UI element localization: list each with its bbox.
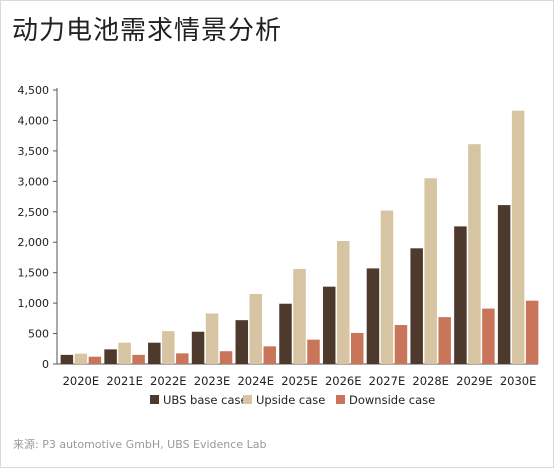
x-tick-label: 2027E: [369, 374, 406, 388]
y-tick-label: 2,000: [18, 236, 50, 249]
bar-base-2027e: [366, 268, 380, 364]
bar-upside-2028e: [424, 178, 437, 364]
bar-upside-2023e: [205, 313, 219, 364]
y-tick-label: 3,000: [18, 175, 50, 188]
bar-downside-2024e: [263, 346, 277, 364]
x-tick-label: 2026E: [325, 374, 362, 388]
bar-downside-2021e: [132, 354, 145, 364]
bar-base-2024e: [235, 320, 249, 364]
bar-upside-2026e: [336, 241, 350, 364]
bar-downside-2023e: [219, 351, 233, 364]
x-tick-label: 2023E: [194, 374, 231, 388]
bar-base-2030e: [497, 205, 511, 364]
bar-downside-2026e: [350, 332, 364, 364]
bar-base-2029e: [454, 226, 467, 364]
bar-base-2028e: [410, 248, 423, 364]
x-tick-label: 2028E: [412, 374, 449, 388]
y-tick-label: 3,500: [18, 145, 50, 158]
legend-swatch-downside: [336, 395, 345, 404]
chart-title: 动力电池需求情景分析: [12, 16, 283, 46]
y-tick-label: 4,500: [18, 84, 50, 97]
legend-label-downside: Downside case: [349, 393, 435, 407]
bar-downside-2025e: [307, 339, 320, 364]
bar-upside-2029e: [468, 144, 481, 364]
bar-upside-2024e: [249, 293, 263, 364]
bar-upside-2021e: [118, 342, 131, 364]
x-tick-label: 2029E: [456, 374, 493, 388]
bar-base-2026e: [322, 286, 336, 364]
bar-downside-2020e: [88, 356, 102, 364]
x-tick-label: 2030E: [500, 374, 537, 388]
legend-swatch-upside: [243, 395, 252, 404]
bar-upside-2025e: [293, 269, 306, 364]
y-tick-label: 0: [42, 358, 49, 371]
x-tick-label: 2021E: [106, 374, 143, 388]
bar-downside-2022e: [176, 353, 189, 364]
legend-swatch-base: [150, 395, 159, 404]
bar-downside-2027e: [394, 325, 408, 364]
legend-label-upside: Upside case: [256, 393, 325, 407]
bar-base-2022e: [148, 342, 161, 364]
source-note: 来源: P3 automotive GmbH, UBS Evidence Lab: [13, 438, 267, 451]
y-tick-label: 500: [28, 328, 49, 341]
legend-label-base: UBS base case: [163, 393, 248, 407]
bar-base-2023e: [191, 331, 205, 364]
bar-upside-2020e: [74, 353, 88, 364]
bar-upside-2030e: [511, 110, 525, 364]
bar-base-2025e: [279, 303, 292, 364]
bar-base-2020e: [60, 354, 74, 364]
y-tick-label: 1,000: [18, 297, 50, 310]
x-tick-label: 2022E: [150, 374, 187, 388]
bar-downside-2030e: [525, 300, 539, 364]
x-tick-label: 2025E: [281, 374, 318, 388]
bar-downside-2028e: [438, 317, 451, 364]
y-tick-label: 4,000: [18, 114, 50, 127]
bar-upside-2027e: [380, 210, 394, 364]
x-tick-label: 2020E: [63, 374, 100, 388]
y-tick-label: 1,500: [18, 267, 50, 280]
bar-base-2021e: [104, 349, 117, 364]
y-tick-label: 2,500: [18, 206, 50, 219]
x-tick-label: 2024E: [237, 374, 274, 388]
bar-upside-2022e: [162, 331, 175, 364]
bar-downside-2029e: [482, 308, 495, 364]
